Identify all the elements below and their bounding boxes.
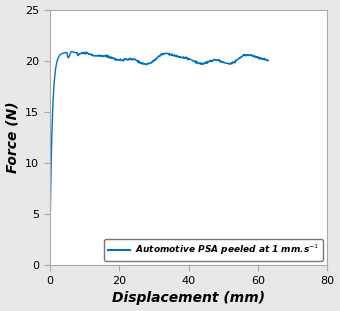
Legend: Automotive PSA peeled at 1 mm.s$^{-1}$: Automotive PSA peeled at 1 mm.s$^{-1}$ bbox=[104, 239, 323, 261]
X-axis label: Displacement (mm): Displacement (mm) bbox=[112, 291, 265, 305]
Y-axis label: Force (N): Force (N) bbox=[5, 102, 20, 173]
